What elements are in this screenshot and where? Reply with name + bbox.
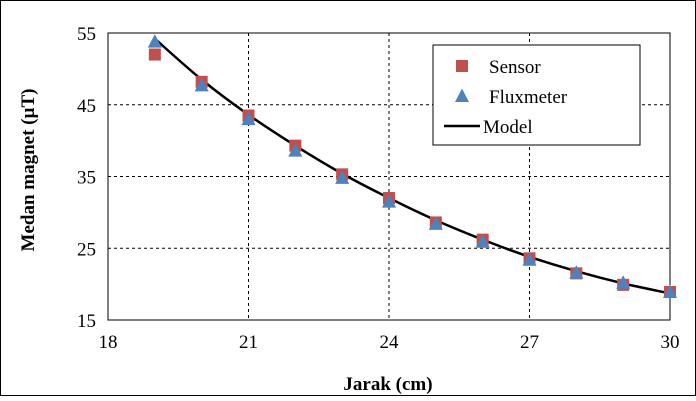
fluxmeter-point: [569, 265, 584, 279]
fluxmeter-point: [382, 194, 396, 208]
fluxmeter-series: [147, 34, 677, 299]
y-tick-label: 25: [77, 239, 96, 260]
y-tick-label: 15: [77, 311, 96, 332]
fluxmeter-point: [288, 143, 303, 157]
y-axis-label: Medan magnet (µT): [18, 89, 39, 252]
sensor-point: [148, 48, 161, 61]
x-tick-label: 21: [239, 332, 258, 353]
x-tick-label: 18: [99, 332, 118, 353]
y-tick-label: 45: [77, 96, 96, 117]
x-tick-label: 27: [520, 332, 539, 353]
fluxmeter-point: [147, 34, 162, 48]
legend: Sensor Fluxmeter Model: [432, 44, 641, 146]
x-tick-label: 24: [380, 332, 400, 353]
legend-sensor-marker: [456, 60, 468, 72]
legend-label: Fluxmeter: [489, 87, 568, 108]
x-axis-label: Jarak (cm): [343, 374, 432, 395]
fluxmeter-point: [428, 216, 443, 230]
y-tick-label: 35: [77, 168, 96, 189]
fluxmeter-point: [616, 275, 631, 289]
fluxmeter-point: [335, 170, 350, 184]
series-layer: [147, 34, 677, 299]
fluxmeter-point: [241, 111, 256, 126]
fluxmeter-point: [663, 284, 677, 299]
fluxmeter-point: [194, 77, 209, 92]
plot-area-border: [107, 32, 671, 321]
fluxmeter-point: [475, 234, 490, 248]
legend-label: Model: [483, 117, 533, 138]
fluxmeter-point: [522, 252, 537, 266]
tick-labels: 18 21 24 27 30 15 25 35 45 55: [77, 24, 680, 353]
x-tick-label: 30: [661, 332, 680, 353]
legend-label: Sensor: [489, 57, 541, 78]
legend-fluxmeter-marker: [455, 88, 469, 102]
y-tick-label: 55: [77, 24, 96, 45]
